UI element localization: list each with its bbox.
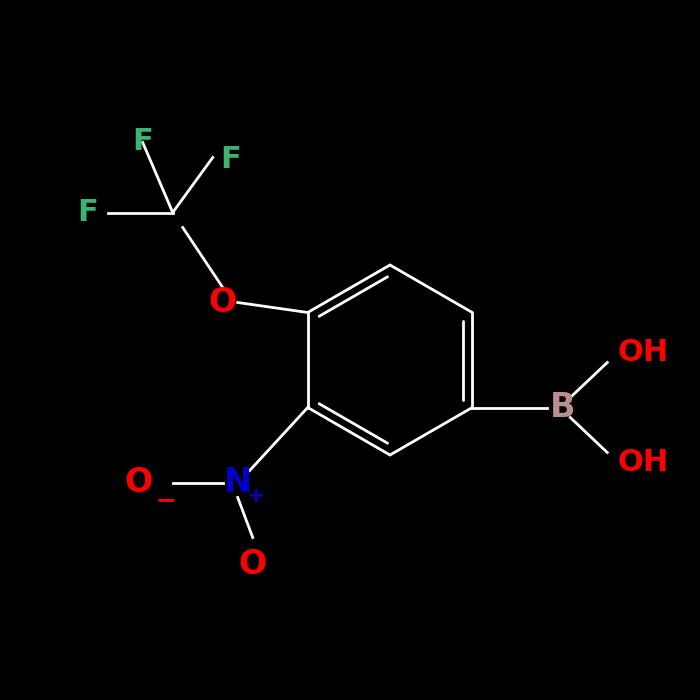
Text: OH: OH bbox=[617, 448, 668, 477]
Text: F: F bbox=[132, 127, 153, 157]
Text: N: N bbox=[224, 466, 252, 499]
Text: +: + bbox=[246, 486, 265, 507]
Text: O: O bbox=[209, 286, 237, 319]
Text: F: F bbox=[77, 198, 98, 227]
Text: O: O bbox=[125, 466, 153, 499]
Text: F: F bbox=[220, 144, 241, 174]
Text: OH: OH bbox=[617, 338, 668, 367]
Text: O: O bbox=[239, 548, 267, 581]
Text: −: − bbox=[155, 489, 176, 512]
Text: B: B bbox=[550, 391, 575, 424]
